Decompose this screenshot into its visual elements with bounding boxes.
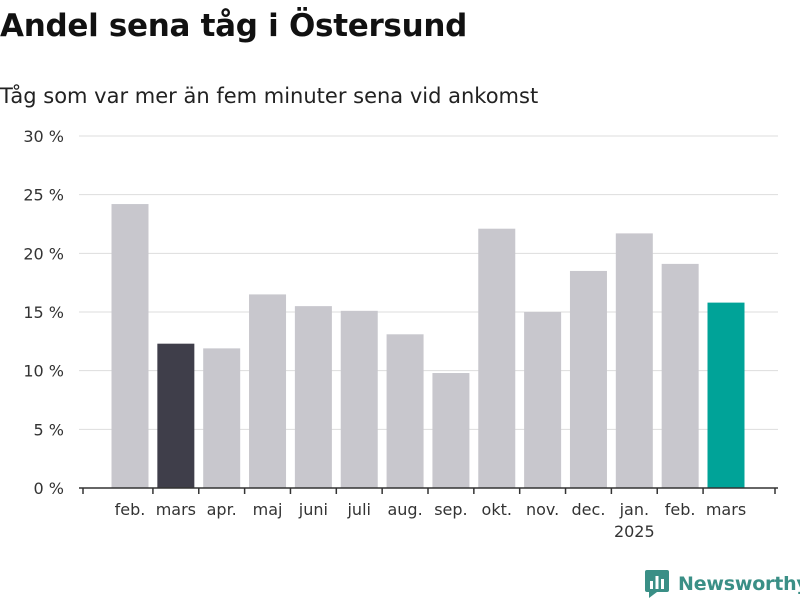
x-tick-label: mars: [706, 500, 746, 519]
bar-apr: [203, 348, 241, 488]
grid-lines: [79, 135, 778, 430]
x-tick-label: dec.: [572, 500, 606, 519]
x-tick-label: mars: [156, 500, 196, 519]
bar-juni: [294, 306, 332, 488]
y-tick-label: 5 %: [34, 420, 64, 439]
bar-sep: [432, 373, 470, 488]
x-tick-label: sep.: [434, 500, 467, 519]
y-axis-tick-labels: 0 % 5 % 10 % 15 % 20 % 25 % 30 %: [23, 127, 64, 498]
bar-mars: [157, 343, 195, 488]
logo-text: Newsworthy: [678, 573, 800, 595]
bar-jan: [615, 233, 653, 488]
y-tick-label: 25 %: [23, 186, 64, 205]
y-tick-label: 20 %: [23, 244, 64, 263]
y-tick-label: 10 %: [23, 362, 64, 381]
x-axis: [79, 487, 778, 494]
bar-maj: [249, 294, 287, 488]
x-axis-tick-labels: feb. mars apr. maj juni juli aug. sep. okt. nov. d…: [115, 500, 747, 541]
bar-aug: [386, 334, 424, 488]
bar-mars: [707, 302, 745, 488]
y-tick-label: 0 %: [34, 479, 64, 498]
x-tick-label: jan.: [619, 500, 649, 519]
bar-dec: [569, 270, 607, 488]
chart-title: Andel sena tåg i Östersund: [0, 8, 468, 44]
bar-feb: [111, 204, 149, 488]
x-tick-sublabel: 2025: [614, 522, 655, 541]
bar-juli: [340, 310, 378, 488]
x-tick-label: maj: [253, 500, 283, 519]
bar-nov: [524, 312, 562, 488]
bars: [111, 204, 745, 488]
bar-chart: 0 % 5 % 10 % 15 % 20 % 25 % 30 % feb. mars apr. m…: [23, 127, 778, 541]
x-tick-label: juli: [346, 500, 370, 519]
x-tick-label: aug.: [387, 500, 422, 519]
x-tick-label: apr.: [207, 500, 237, 519]
x-tick-label: juni: [298, 500, 328, 519]
x-tick-label: nov.: [526, 500, 559, 519]
bar-chart-pin-icon: [645, 570, 669, 598]
y-tick-label: 30 %: [23, 127, 64, 146]
x-tick-label: feb.: [115, 500, 146, 519]
bar-feb: [661, 263, 699, 488]
x-tick-label: okt.: [482, 500, 512, 519]
x-tick-label: feb.: [665, 500, 696, 519]
y-tick-label: 15 %: [23, 303, 64, 322]
newsworthy-logo: Newsworthy: [645, 570, 800, 598]
bar-okt: [478, 228, 516, 488]
chart-subtitle: Tåg som var mer än fem minuter sena vid …: [0, 84, 539, 108]
